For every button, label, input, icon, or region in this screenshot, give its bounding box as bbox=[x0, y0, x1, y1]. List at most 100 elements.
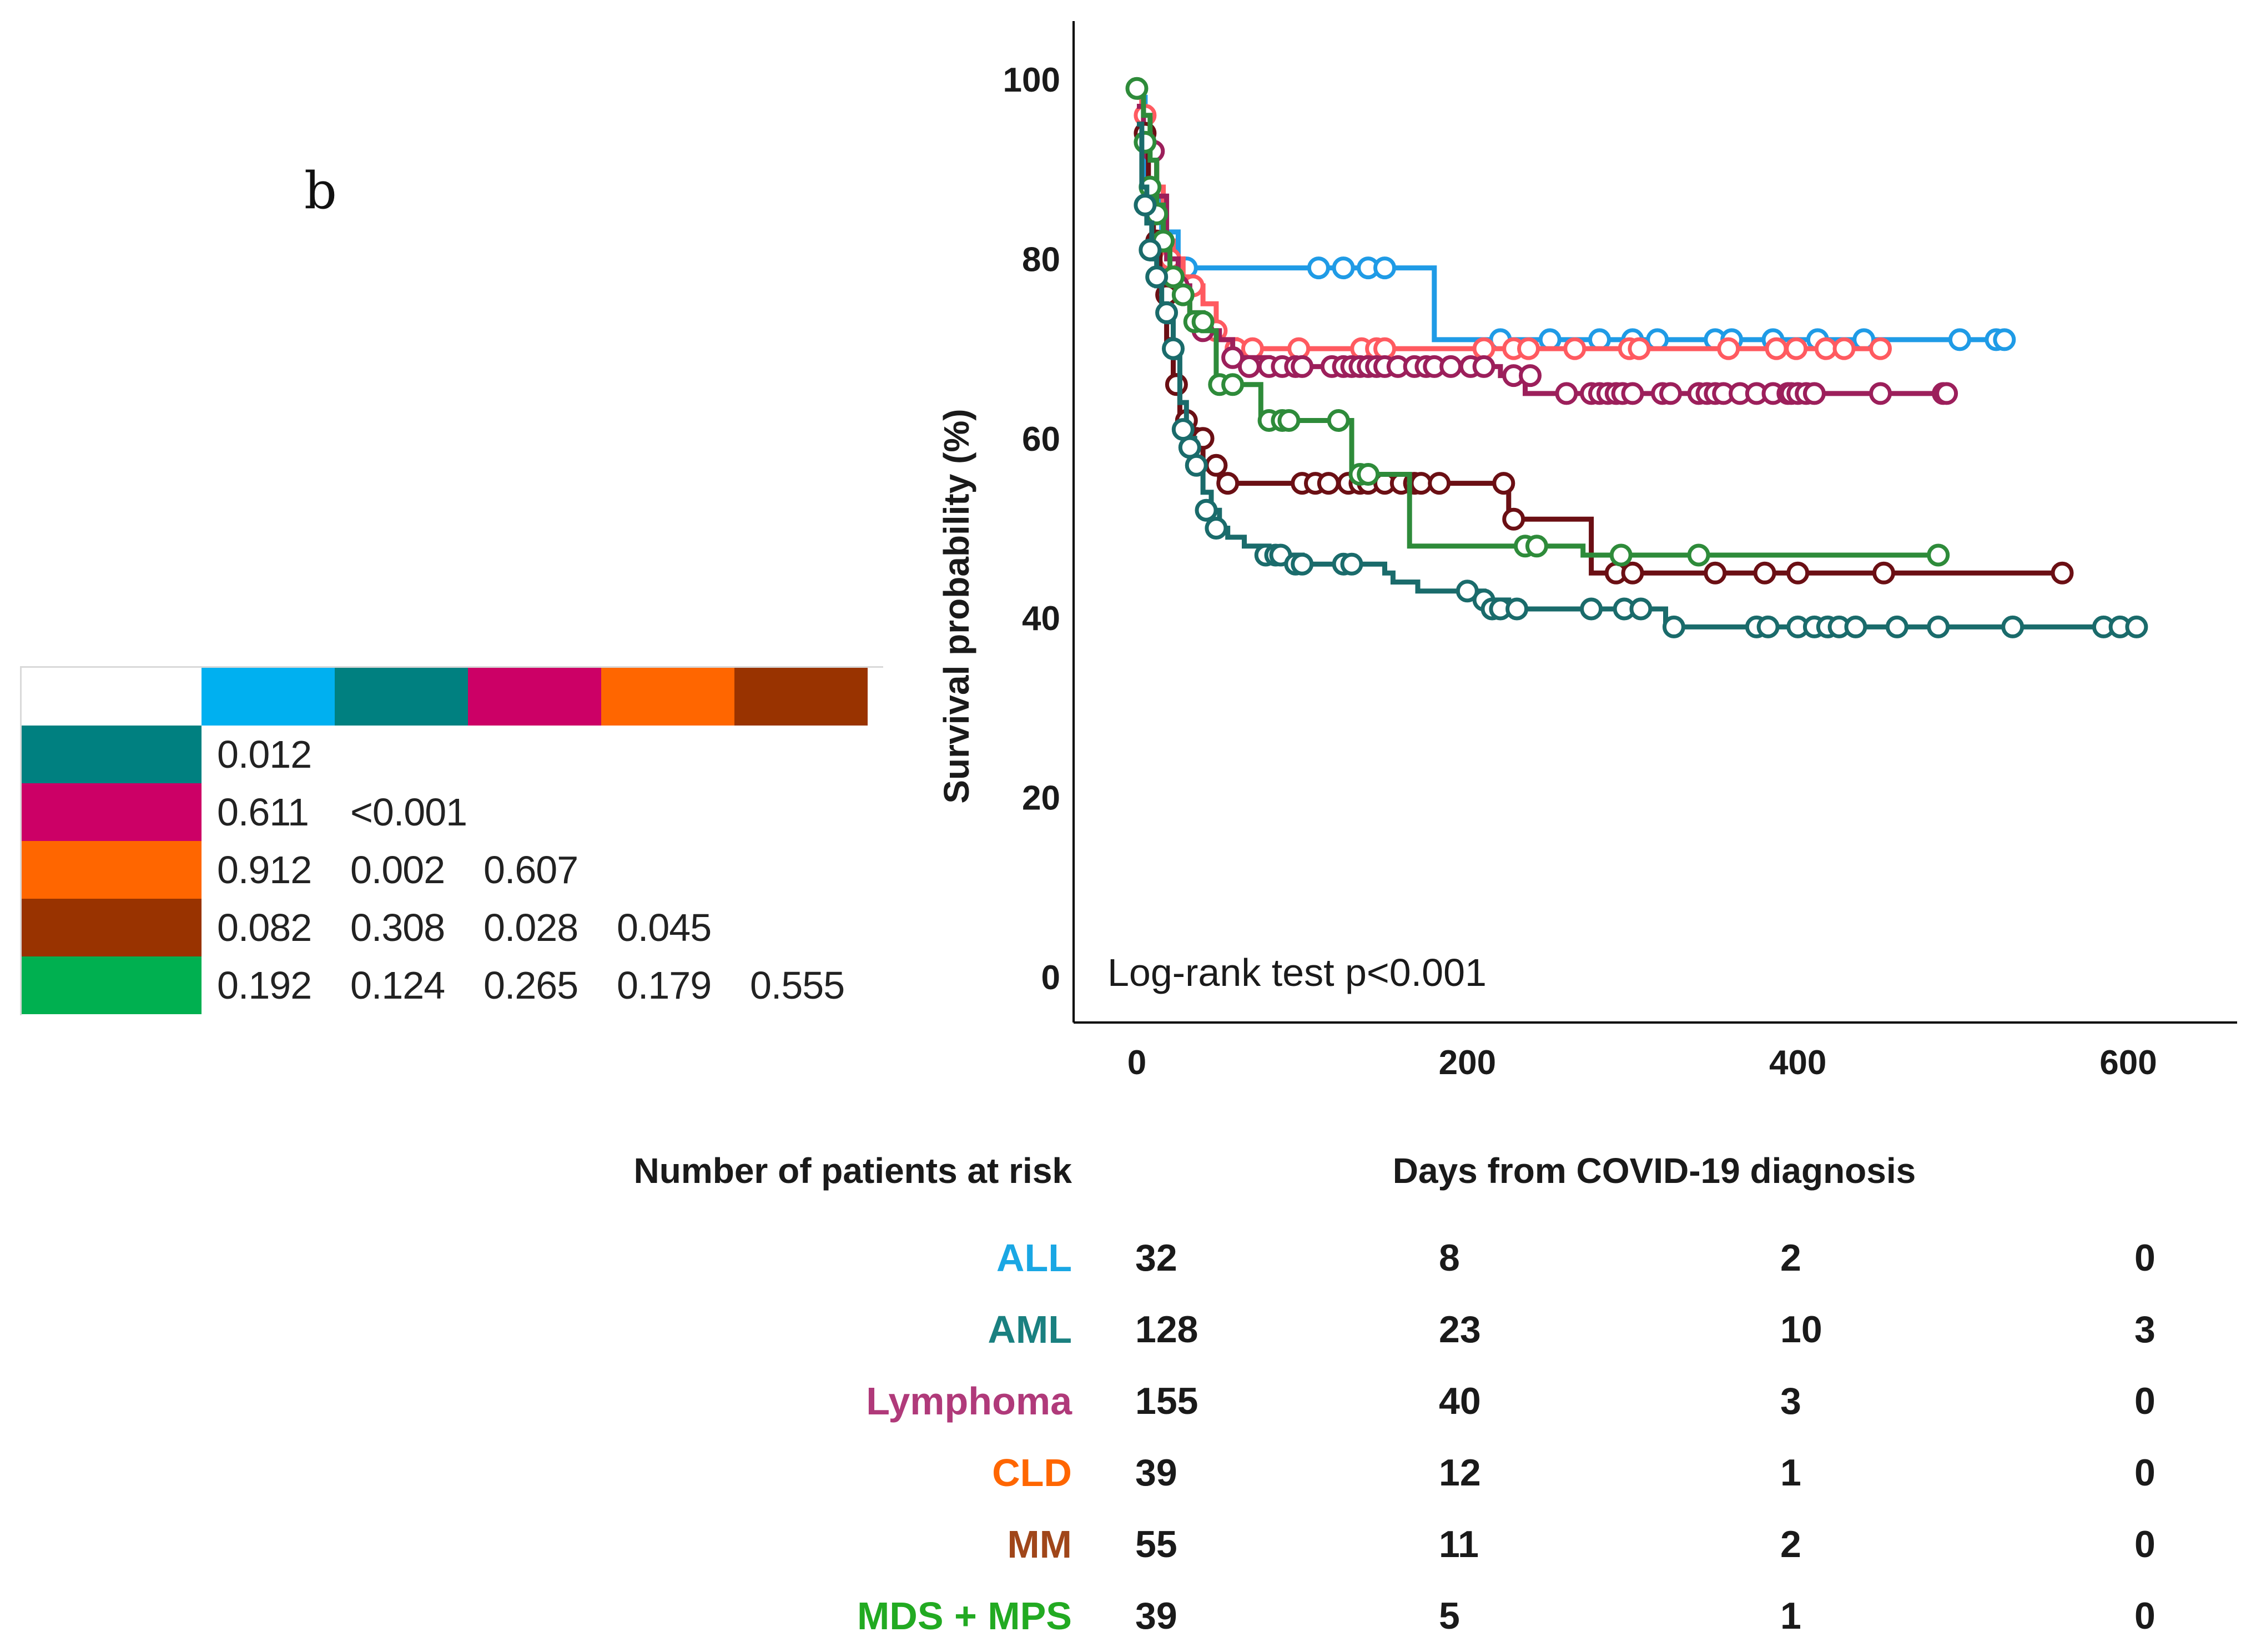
pvalue-cell: 0.045 bbox=[617, 906, 712, 949]
censor-mark-cld bbox=[1628, 337, 1651, 360]
censor-mark-aml bbox=[2001, 615, 2025, 638]
risk-row-label: MM bbox=[1007, 1523, 1072, 1566]
censor-mark-mds-mps bbox=[1221, 373, 1245, 396]
censor-mark-aml bbox=[1185, 454, 1208, 477]
censor-mark-mm bbox=[1704, 561, 1727, 585]
pvalue-cell: 0.028 bbox=[484, 906, 578, 949]
censor-mark-aml bbox=[1134, 193, 1157, 216]
pvalue-cell: 0.002 bbox=[350, 848, 445, 892]
risk-row-label: ALL bbox=[996, 1236, 1072, 1280]
pvalue-cell: 0.308 bbox=[350, 906, 445, 949]
censor-mark-all bbox=[1307, 256, 1330, 280]
risk-count: 1 bbox=[1780, 1595, 1801, 1637]
censor-mark-aml bbox=[1139, 238, 1162, 261]
x-tick-label: 0 bbox=[1127, 1044, 1146, 1082]
censor-mark-aml bbox=[1885, 615, 1908, 638]
censor-mark-cld bbox=[1717, 337, 1740, 360]
censor-mark-lymphoma bbox=[1621, 382, 1644, 405]
censor-mark-aml bbox=[1155, 301, 1179, 324]
pvalue-row-aml: 0.012 bbox=[22, 726, 883, 783]
chart-series-group bbox=[1125, 77, 2148, 638]
pvalue-col-swatch-cld bbox=[601, 668, 734, 726]
censor-mark-mm bbox=[1216, 472, 1240, 495]
censor-mark-mm bbox=[1786, 561, 1810, 585]
risk-count: 0 bbox=[2134, 1380, 2156, 1422]
censor-mark-lymphoma bbox=[1291, 355, 1314, 378]
censor-mark-mm bbox=[1428, 472, 1451, 495]
censor-mark-lymphoma bbox=[1221, 346, 1245, 369]
pvalue-cell: 0.265 bbox=[484, 964, 578, 1007]
risk-row-mm: MM 55 11 2 0 bbox=[0, 1517, 2241, 1572]
risk-count: 0 bbox=[2134, 1452, 2156, 1494]
risk-row-label: AML bbox=[988, 1308, 1072, 1351]
censor-mark-mm bbox=[1621, 561, 1644, 585]
censor-mark-cld bbox=[1814, 337, 1837, 360]
censor-mark-aml bbox=[1580, 597, 1603, 621]
censor-mark-aml bbox=[1844, 615, 1867, 638]
km-survival-chart: 0 20 40 60 80 100 0 200 400 600 Survival probabil… bbox=[936, 21, 2237, 1082]
censor-mark-aml bbox=[1629, 597, 1653, 621]
censor-mark-aml bbox=[1291, 552, 1314, 576]
risk-row-cld: CLD 39 12 1 0 bbox=[0, 1445, 2241, 1500]
logrank-annotation: Log-rank test p<0.001 bbox=[1107, 951, 1487, 994]
risk-count: 0 bbox=[2134, 1523, 2156, 1565]
pvalue-cell: 0.192 bbox=[217, 964, 312, 1007]
pvalue-row-swatch-aml bbox=[22, 726, 202, 783]
censor-mark-lymphoma bbox=[1802, 382, 1826, 405]
panel-label: b bbox=[304, 161, 337, 220]
risk-count: 32 bbox=[1135, 1237, 1177, 1279]
pvalue-matrix-header bbox=[22, 668, 883, 726]
pvalue-cell: 0.124 bbox=[350, 964, 445, 1007]
censor-mark-mds-mps bbox=[1191, 310, 1215, 334]
censor-mark-lymphoma bbox=[1472, 355, 1495, 378]
y-tick-label: 60 bbox=[1022, 420, 1060, 459]
censor-mark-all bbox=[1993, 328, 2016, 351]
y-tick-label: 100 bbox=[1003, 61, 1060, 99]
km-line-all bbox=[1137, 94, 2005, 343]
pvalue-matrix-corner bbox=[22, 668, 202, 726]
risk-count: 0 bbox=[2134, 1237, 2156, 1279]
pvalue-cell: 0.179 bbox=[617, 964, 712, 1007]
censor-mark-lymphoma bbox=[1869, 382, 1892, 405]
y-tick-label: 20 bbox=[1022, 779, 1060, 818]
pvalue-col-swatch-mm bbox=[734, 668, 868, 726]
pvalue-cell: <0.001 bbox=[350, 790, 467, 834]
risk-count: 1 bbox=[1780, 1452, 1801, 1494]
censor-mark-mm bbox=[1492, 472, 1515, 495]
censor-mark-mm bbox=[1317, 472, 1340, 495]
x-tick-label: 400 bbox=[1769, 1044, 1826, 1082]
pvalue-row-cld: 0.912 0.002 0.607 bbox=[22, 841, 883, 899]
risk-row-label: MDS + MPS bbox=[857, 1594, 1072, 1638]
censor-mark-mm bbox=[1872, 561, 1895, 585]
censor-mark-aml bbox=[1456, 580, 1479, 603]
pvalue-row-mds-mps: 0.192 0.124 0.265 0.179 0.555 bbox=[22, 956, 883, 1014]
censor-mark-mds-mps bbox=[1609, 543, 1633, 567]
censor-mark-mm bbox=[1753, 561, 1776, 585]
censor-mark-cld bbox=[1517, 337, 1540, 360]
censor-mark-aml bbox=[1195, 498, 1218, 522]
pvalue-row-swatch-cld bbox=[22, 841, 202, 899]
pvalue-row-swatch-mm bbox=[22, 899, 202, 956]
risk-count: 8 bbox=[1439, 1237, 1460, 1279]
censor-mark-cld bbox=[1785, 337, 1808, 360]
pvalue-cell: 0.912 bbox=[217, 848, 312, 892]
censor-mark-mm bbox=[1165, 373, 1188, 396]
censor-mark-mds-mps bbox=[1525, 535, 1548, 558]
pvalue-row-lymphoma: 0.611 <0.001 bbox=[22, 783, 883, 841]
y-tick-label: 80 bbox=[1022, 240, 1060, 279]
censor-mark-lymphoma bbox=[1439, 355, 1463, 378]
censor-mark-lymphoma bbox=[1555, 382, 1578, 405]
censor-mark-mds-mps bbox=[1687, 543, 1710, 567]
pvalue-row-swatch-lymphoma bbox=[22, 783, 202, 841]
risk-count: 2 bbox=[1780, 1523, 1801, 1565]
chart-axes: 0 20 40 60 80 100 0 200 400 600 bbox=[1003, 21, 2237, 1082]
risk-count: 128 bbox=[1135, 1308, 1198, 1351]
x-tick-label: 200 bbox=[1439, 1044, 1496, 1082]
risk-row-label: Lymphoma bbox=[866, 1379, 1072, 1423]
pvalue-cell: 0.607 bbox=[484, 848, 578, 892]
pvalue-row-swatch-mds-mps bbox=[22, 956, 202, 1014]
censor-mark-cld bbox=[1869, 337, 1892, 360]
censor-mark-aml bbox=[2125, 615, 2148, 638]
risk-row-aml: AML 128 23 10 3 bbox=[0, 1302, 2241, 1357]
censor-mark-lymphoma bbox=[1935, 382, 1958, 405]
